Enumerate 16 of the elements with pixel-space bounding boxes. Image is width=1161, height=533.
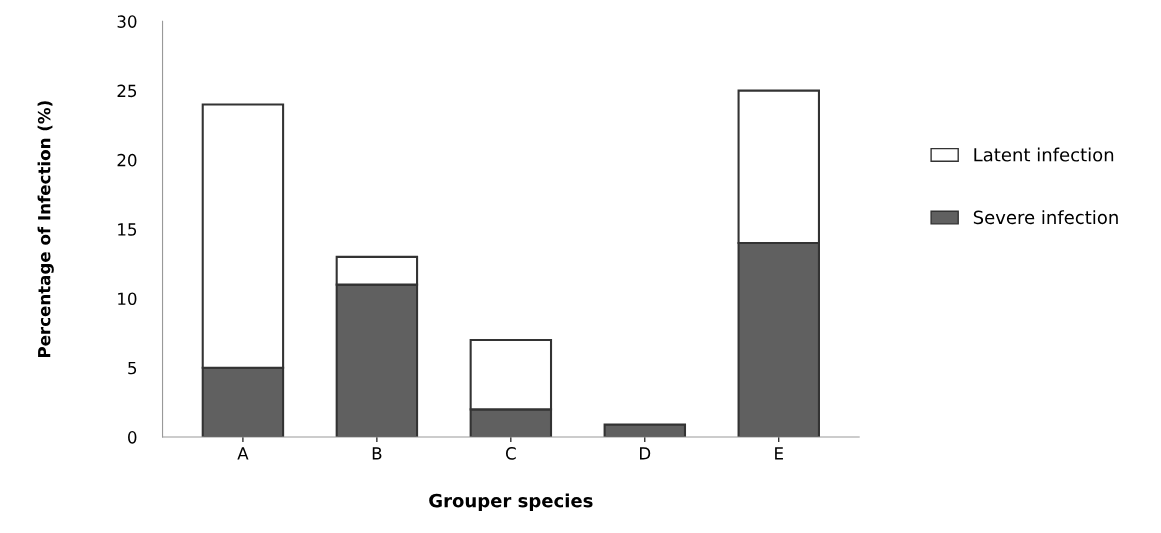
legend-label: Severe infection: [973, 210, 1118, 225]
y-tick-label: 20: [117, 153, 137, 167]
x-axis-title: Grouper species: [429, 493, 593, 511]
x-tick-label: A: [237, 447, 249, 460]
y-tick-label: 5: [128, 361, 137, 375]
legend-label: Latent infection: [974, 147, 1114, 162]
x-tick-label: E: [775, 447, 783, 460]
x-tick-label: C: [505, 447, 516, 460]
y-tick-label: 15: [118, 223, 137, 236]
y-tick-label: 25: [117, 84, 137, 98]
x-tick-label: B: [372, 447, 382, 460]
y-tick-label: 0: [128, 431, 137, 444]
y-axis-title: Percentage of Infection (%): [37, 101, 54, 358]
y-tick-label: 30: [117, 15, 137, 28]
y-tick-label: 10: [118, 292, 137, 306]
x-tick-label: D: [640, 447, 651, 460]
